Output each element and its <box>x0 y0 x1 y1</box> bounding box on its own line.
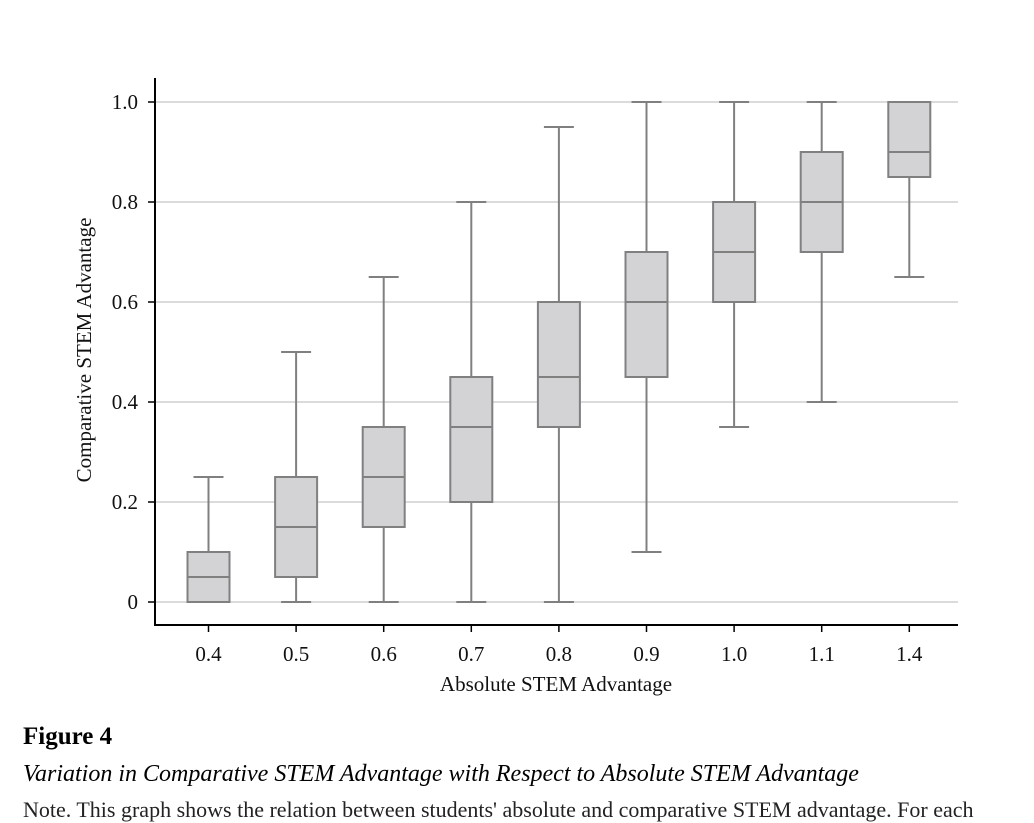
y-axis-title: Comparative STEM Advantage <box>72 218 96 483</box>
box-1.1 <box>799 101 844 403</box>
box-1.4 <box>887 101 932 278</box>
x-tick-label: 0.4 <box>195 642 222 666</box>
y-tick-label: 0.6 <box>112 290 138 314</box>
y-tick-label: 0.4 <box>112 390 139 414</box>
box-0.8 <box>536 126 581 603</box>
x-tick-label: 0.5 <box>283 642 309 666</box>
box-0.5 <box>274 351 319 603</box>
boxes <box>186 101 932 603</box>
x-tick-label: 0.6 <box>371 642 397 666</box>
box-plot-chart: 0 0.2 0.4 0.6 0.8 1.0 0.4 0.5 0.6 0.7 0.8 0.9 1.0 1.… <box>72 78 958 696</box>
box-0.9 <box>624 101 669 553</box>
y-tick-label: 0 <box>128 590 139 614</box>
x-axis-title: Absolute STEM Advantage <box>440 672 672 696</box>
axes <box>154 78 958 626</box>
y-tick-label: 0.8 <box>112 190 138 214</box>
x-tick-label: 1.0 <box>721 642 747 666</box>
box-0.7 <box>449 201 494 603</box>
x-tick-label: 0.7 <box>458 642 484 666</box>
y-tick-label: 1.0 <box>112 90 138 114</box>
iqr-box <box>536 301 581 428</box>
x-tick-labels: 0.4 0.5 0.6 0.7 0.8 0.9 1.0 1.1 1.4 <box>195 625 923 666</box>
iqr-box <box>449 376 494 503</box>
x-tick-label: 1.4 <box>896 642 923 666</box>
figure-note: Note. This graph shows the relation betw… <box>23 797 974 822</box>
iqr-box <box>624 251 669 378</box>
box-0.4 <box>186 476 231 603</box>
box-1.0 <box>712 101 757 428</box>
figure-title: Variation in Comparative STEM Advantage … <box>23 761 859 787</box>
y-tick-label: 0.2 <box>112 490 138 514</box>
y-tick-labels: 0 0.2 0.4 0.6 0.8 1.0 <box>112 90 155 614</box>
iqr-box <box>887 101 932 178</box>
box-0.6 <box>361 276 406 603</box>
x-tick-label: 0.9 <box>633 642 659 666</box>
x-tick-label: 1.1 <box>809 642 835 666</box>
x-tick-label: 0.8 <box>546 642 572 666</box>
figure-heading: Figure 4 <box>23 723 113 750</box>
